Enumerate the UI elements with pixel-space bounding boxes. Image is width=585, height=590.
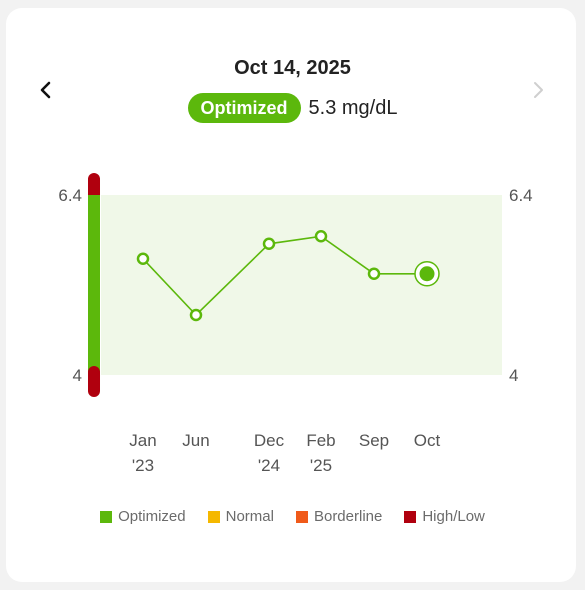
- x-tick-label: Jan: [129, 431, 156, 450]
- x-tick-label: Oct: [414, 431, 441, 450]
- data-point[interactable]: [367, 267, 381, 280]
- legend-swatch-optimized: [100, 510, 113, 523]
- data-point[interactable]: [136, 252, 150, 265]
- legend-item-normal: Normal: [207, 508, 274, 525]
- series-line: [142, 235, 427, 317]
- legend-item-optimized: Optimized: [100, 508, 186, 525]
- x-tick-label: '23: [132, 456, 154, 475]
- legend-label-normal: Normal: [225, 508, 274, 525]
- range-bar-optimized-segment: [88, 195, 100, 375]
- x-tick-label: Jun: [182, 431, 209, 450]
- x-tick-label: '25: [310, 456, 332, 475]
- reading-value: 5.3 mg/dL: [308, 96, 398, 119]
- legend-item-high-low: High/Low: [404, 508, 485, 525]
- legend-item-borderline: Borderline: [295, 508, 383, 525]
- x-tick-label: Feb: [306, 431, 335, 450]
- optimized-range-band: [101, 195, 502, 375]
- legend-label-optimized: Optimized: [118, 508, 186, 525]
- status-row: Optimized 5.3 mg/dL: [0, 93, 585, 123]
- legend-label-high-low: High/Low: [422, 508, 485, 525]
- data-point[interactable]: [314, 230, 328, 243]
- chevron-left-icon: [40, 81, 51, 99]
- status-badge: Optimized: [187, 93, 301, 123]
- legend-label-borderline: Borderline: [313, 508, 383, 525]
- data-point[interactable]: [262, 237, 276, 250]
- data-point[interactable]: [189, 308, 203, 322]
- x-tick-label: '24: [258, 456, 280, 475]
- x-tick-label: Dec: [254, 431, 285, 450]
- reading-date: Oct 14, 2025: [234, 57, 351, 79]
- legend-swatch-normal: [207, 510, 220, 523]
- x-tick-label: Sep: [359, 431, 389, 450]
- next-button[interactable]: [528, 80, 548, 100]
- y-tick-label-left-top: 6.4: [58, 186, 82, 205]
- legend-swatch-borderline: [295, 510, 308, 523]
- y-tick-label-left-bottom: 4: [73, 366, 82, 385]
- legend-swatch-high-low: [404, 510, 417, 523]
- y-tick-label-right-top: 6.4: [509, 186, 533, 205]
- range-bar-low-segment: [88, 366, 100, 397]
- legend: Optimized Normal Borderline High/Low: [0, 508, 585, 525]
- y-tick-label-right-bottom: 4: [509, 366, 518, 385]
- data-point-selected[interactable]: [419, 266, 435, 282]
- previous-button[interactable]: [36, 80, 56, 100]
- chevron-right-icon: [534, 82, 543, 98]
